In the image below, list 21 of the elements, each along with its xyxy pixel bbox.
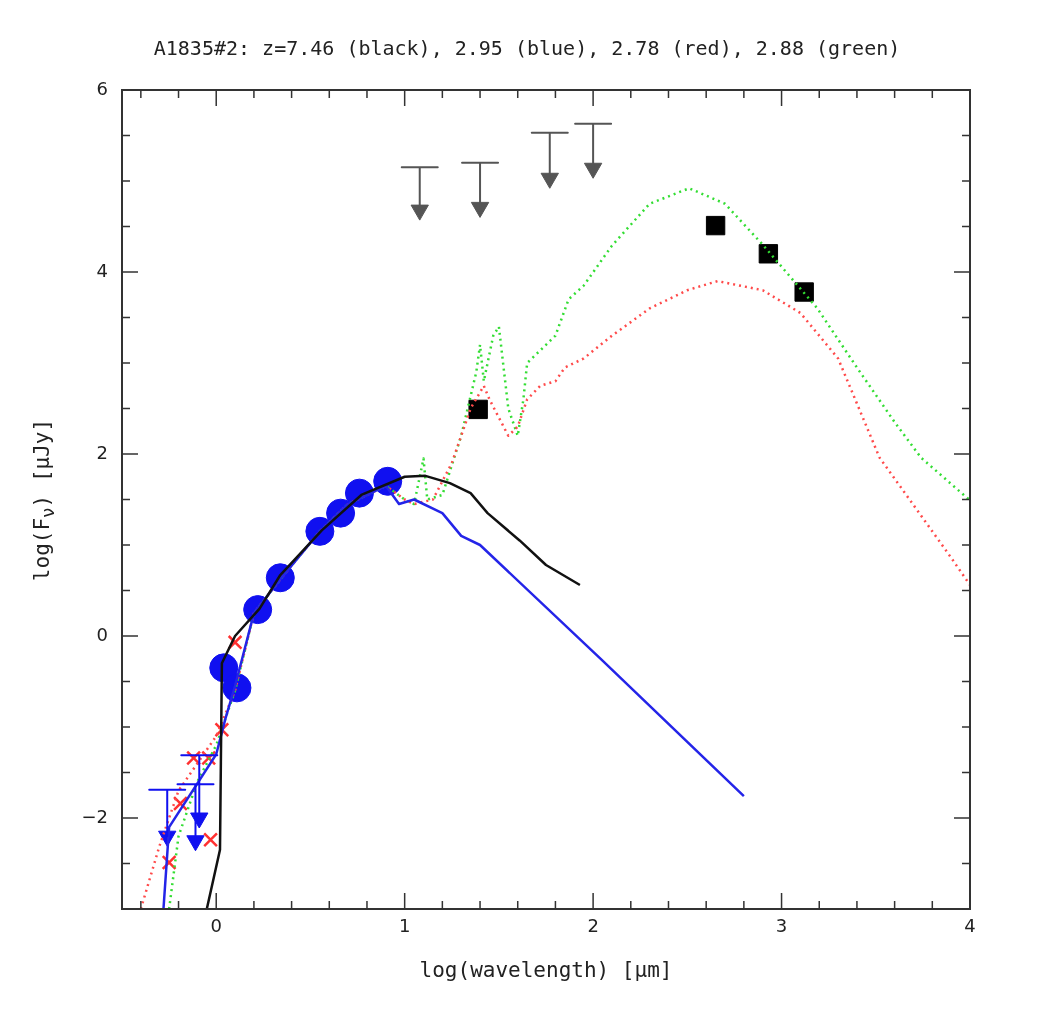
chart-title: A1835#2: z=7.46 (black), 2.95 (blue), 2.78 (red), 2.88 (green) [152,36,902,60]
x-tick-label: 1 [398,915,411,937]
point [705,215,726,236]
y-tick-label: 4 [96,259,108,281]
y-tick-label: −2 [81,805,108,827]
point [540,172,559,189]
point [758,244,779,264]
x-axis-title: log(wavelength) [μm] [418,958,674,982]
y-tick-label: 2 [96,441,108,463]
x-tick-label: 3 [775,915,788,937]
x-tick-label: 4 [964,915,976,937]
y-tick-label: 0 [96,623,108,645]
x-tick-label: 0 [210,915,222,937]
x-tick-label: 2 [587,915,599,937]
point [583,162,603,179]
point [202,832,219,848]
point [468,399,488,420]
point [794,282,814,302]
point [470,201,490,218]
y-tick-label: 6 [96,77,108,99]
point [410,204,429,221]
